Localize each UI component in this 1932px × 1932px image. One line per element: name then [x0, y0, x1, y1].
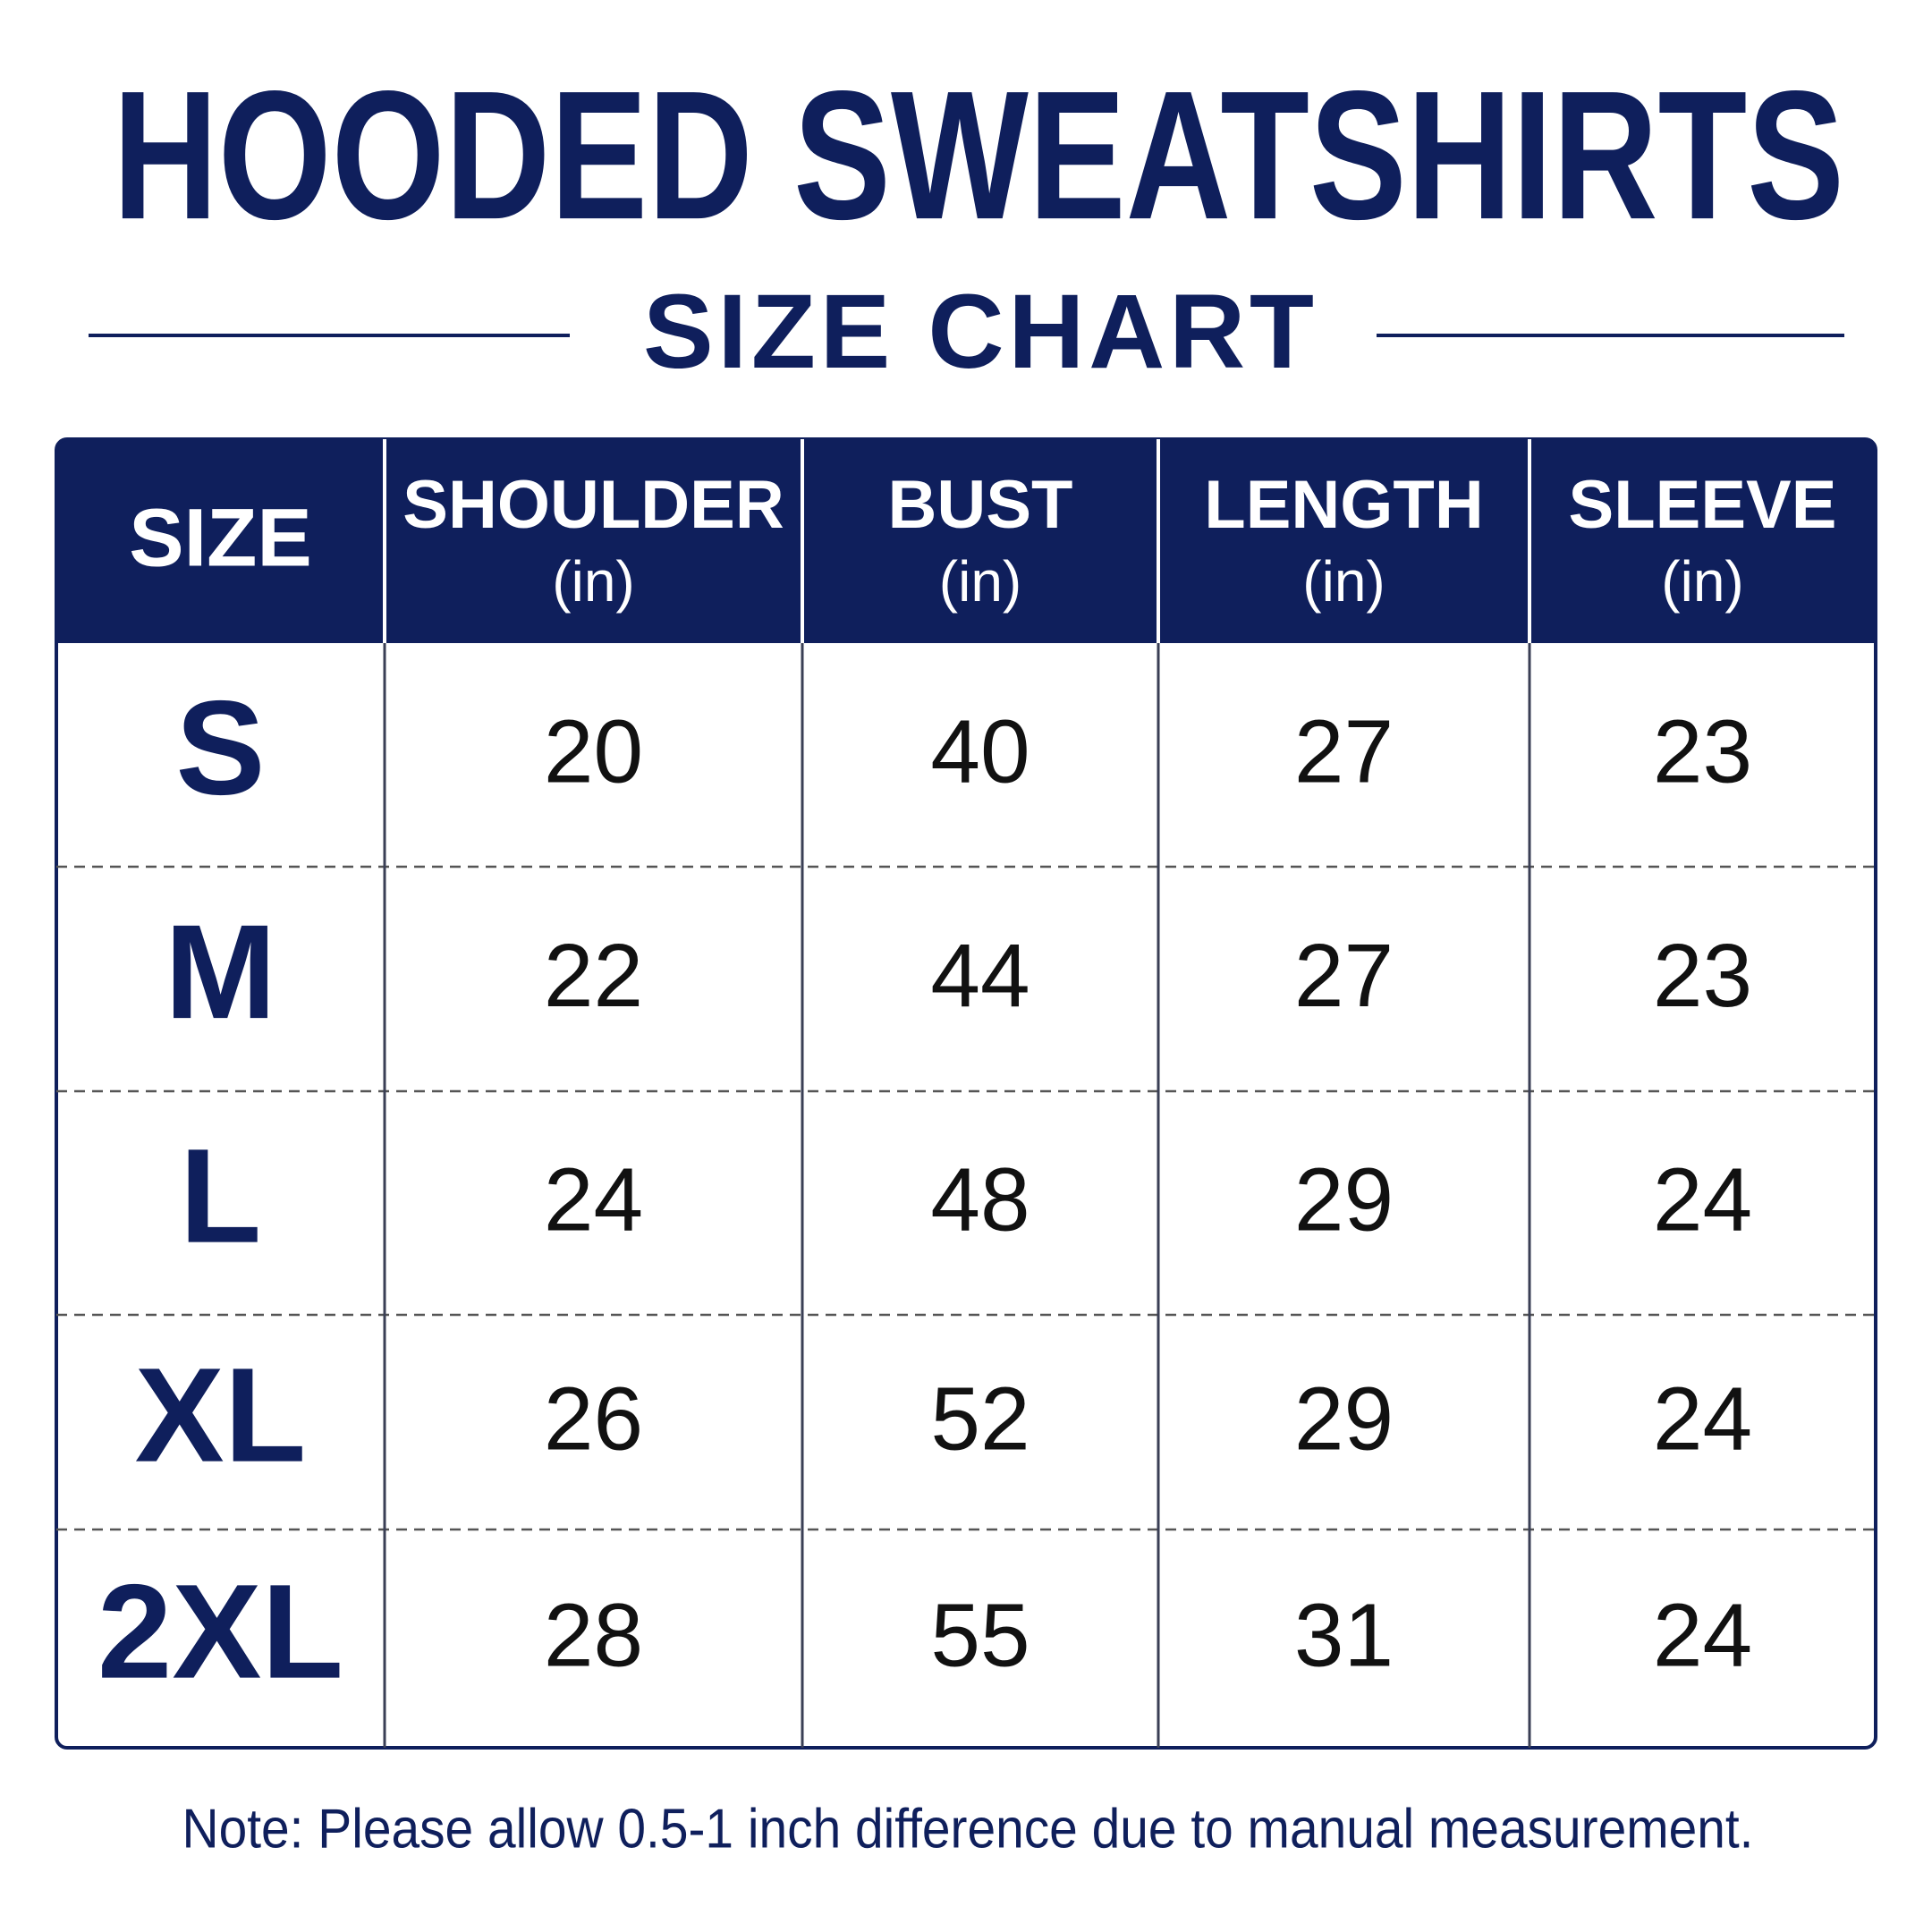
- header-label: SHOULDER: [402, 467, 784, 543]
- measurement-value: 40: [930, 701, 1030, 801]
- size-label: 2XL: [97, 1556, 343, 1707]
- measurement-value: 23: [1653, 701, 1752, 801]
- header-unit: (in): [939, 549, 1021, 614]
- header-label: BUST: [888, 467, 1073, 543]
- header-unit: (in): [1302, 549, 1385, 614]
- measurement-value: 44: [930, 926, 1030, 1026]
- measurement-value: 48: [930, 1149, 1030, 1250]
- size-label: S: [175, 673, 265, 823]
- measurement-value: 24: [1653, 1149, 1752, 1250]
- size-label: XL: [135, 1340, 307, 1490]
- measurement-value: 28: [544, 1585, 643, 1685]
- measurement-value: 52: [930, 1368, 1030, 1469]
- measurement-value: 31: [1294, 1585, 1394, 1685]
- header-label: SLEEVE: [1569, 467, 1837, 543]
- header-background: [56, 439, 1876, 643]
- measurement-value: 29: [1294, 1368, 1394, 1469]
- header-unit: (in): [552, 549, 634, 614]
- measurement-value: 23: [1653, 926, 1752, 1026]
- subtitle: SIZE CHART: [643, 273, 1314, 391]
- size-label: L: [180, 1121, 262, 1271]
- measurement-value: 29: [1294, 1149, 1394, 1250]
- table-border: [55, 437, 1877, 1750]
- measurement-value: 27: [1294, 926, 1394, 1026]
- header-label: LENGTH: [1204, 467, 1483, 543]
- measurement-value: 24: [1653, 1585, 1752, 1685]
- header-unit: (in): [1661, 549, 1743, 614]
- measurement-value: 24: [544, 1149, 643, 1250]
- measurement-value: 55: [930, 1585, 1030, 1685]
- measurement-value: 24: [1653, 1368, 1752, 1469]
- title: HOODED SWEATSHIRTS: [113, 53, 1844, 258]
- size-label: M: [165, 896, 276, 1046]
- measurement-value: 26: [544, 1368, 643, 1469]
- measurement-value: 27: [1294, 701, 1394, 801]
- measurement-value: 20: [544, 701, 643, 801]
- note: Note: Please allow 0.5-1 inch difference…: [182, 1798, 1754, 1860]
- header-label: SIZE: [129, 492, 311, 583]
- measurement-value: 22: [544, 926, 643, 1026]
- size-table: SIZE SHOULDER(in)BUST(in)LENGTH(in)SLEEVE…: [55, 437, 1877, 1750]
